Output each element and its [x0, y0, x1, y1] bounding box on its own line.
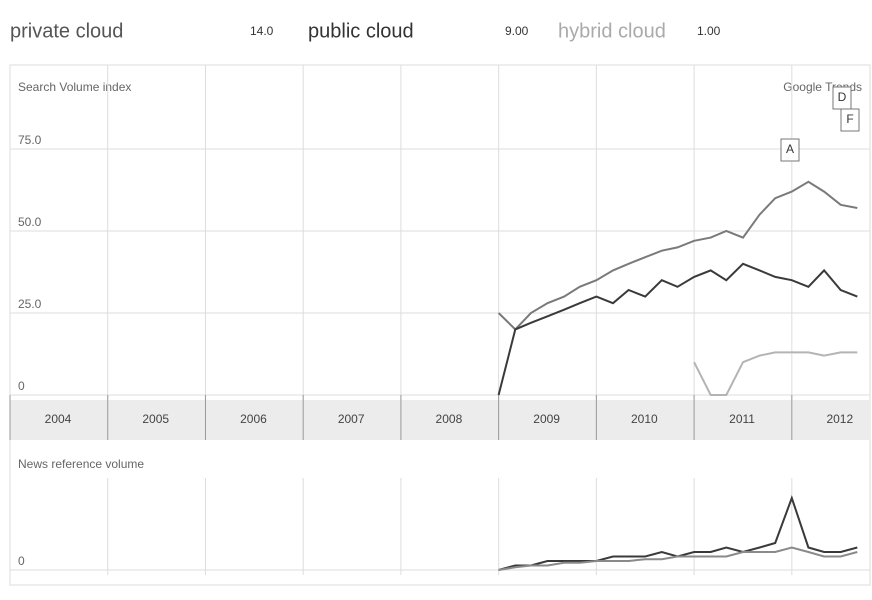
- annotation: A: [786, 142, 794, 156]
- term: public cloud: [308, 20, 414, 42]
- y-tick-label: 50.0: [18, 215, 42, 229]
- panel-frame: [10, 65, 870, 585]
- series-line: [499, 182, 858, 330]
- series-line: [499, 498, 858, 570]
- x-tick-label: 2006: [240, 412, 267, 426]
- x-tick-label: 2012: [826, 412, 853, 426]
- term: private cloud: [10, 20, 123, 42]
- x-tick-label: 2008: [436, 412, 463, 426]
- x-tick-label: 2010: [631, 412, 658, 426]
- term-average: 9.00: [505, 24, 529, 38]
- panel-title: Search Volume index: [18, 80, 131, 94]
- x-tick-label: 2004: [45, 412, 72, 426]
- x-tick-label: 2005: [142, 412, 169, 426]
- x-tick-label: 2007: [338, 412, 365, 426]
- series-line: [499, 548, 858, 571]
- x-tick-label: 2011: [729, 412, 755, 426]
- series-line: [499, 264, 858, 395]
- annotation: F: [846, 112, 853, 126]
- chart: private cloud 14.0 public cloud 9.00 hyb…: [0, 0, 872, 595]
- panel-title: News reference volume: [18, 457, 144, 471]
- annotation: D: [838, 90, 847, 104]
- x-tick-label: 2009: [533, 412, 560, 426]
- term-average: 14.0: [250, 24, 274, 38]
- y-tick-label: 0: [18, 554, 25, 568]
- y-tick-label: 25.0: [18, 297, 42, 311]
- term: hybrid cloud: [558, 20, 666, 42]
- term-average: 1.00: [697, 24, 721, 38]
- y-tick-label: 0: [18, 379, 25, 393]
- page: private cloud 14.0 public cloud 9.00 hyb…: [0, 0, 872, 600]
- series-line: [694, 352, 857, 395]
- y-tick-label: 75.0: [18, 133, 42, 147]
